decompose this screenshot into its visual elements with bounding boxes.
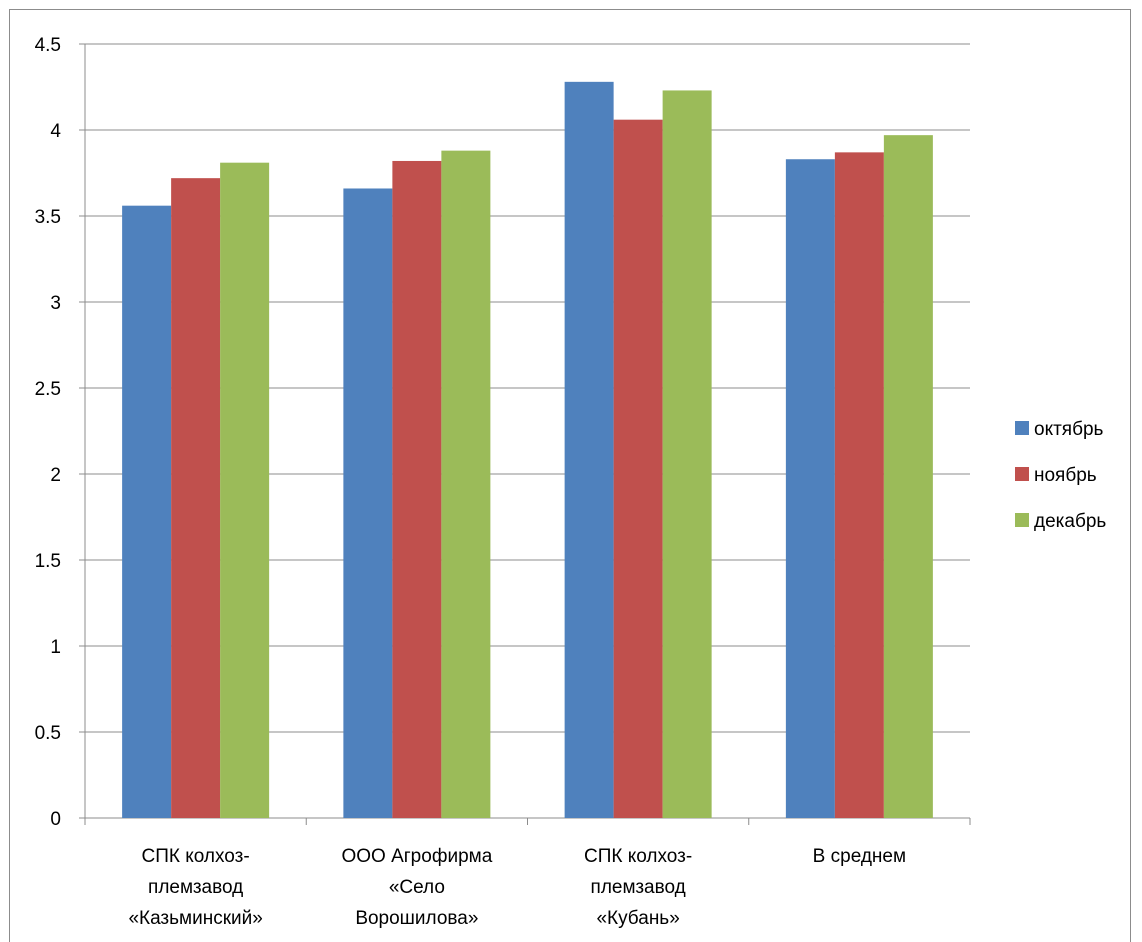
- y-tick-label: 3.5: [35, 207, 61, 228]
- bar-декабрь: [662, 90, 712, 818]
- x-category-label: племзавод: [148, 877, 243, 898]
- y-tick-label: 2.5: [35, 379, 61, 400]
- legend-swatch: [1015, 421, 1029, 435]
- bar-ноябрь: [834, 152, 884, 819]
- x-category-label: СПК колхоз-: [584, 846, 692, 867]
- x-category-label: СПК колхоз-: [142, 846, 250, 867]
- legend-swatch: [1015, 467, 1029, 481]
- y-tick-label: 0: [50, 809, 61, 830]
- x-category-label: «Село: [389, 877, 445, 898]
- bar-октябрь: [343, 188, 393, 819]
- bar-декабрь: [220, 162, 270, 818]
- bar-ноябрь: [392, 160, 442, 818]
- y-tick-label: 1: [50, 637, 61, 658]
- legend-label: октябрь: [1034, 419, 1104, 440]
- bar-декабрь: [883, 135, 933, 818]
- x-category-label: «Кубань»: [596, 908, 679, 929]
- x-category-label: племзавод: [591, 877, 686, 898]
- x-category-label: «Казьминский»: [128, 908, 262, 929]
- x-category-label: В среднем: [813, 846, 906, 867]
- bar-октябрь: [785, 159, 835, 819]
- bar-октябрь: [122, 205, 172, 818]
- y-tick-label: 2: [50, 465, 61, 486]
- bar-октябрь: [564, 81, 614, 819]
- x-category-label: Ворошилова»: [355, 908, 478, 929]
- x-category-label: ООО Агрофирма: [341, 846, 492, 867]
- y-tick-label: 4: [50, 121, 61, 142]
- y-tick-label: 4.5: [35, 35, 61, 56]
- bar-декабрь: [441, 150, 491, 818]
- bar-ноябрь: [171, 178, 221, 818]
- y-tick-label: 0.5: [35, 723, 61, 744]
- y-tick-label: 3: [50, 293, 61, 314]
- legend-label: ноябрь: [1034, 465, 1097, 486]
- legend-swatch: [1015, 513, 1029, 527]
- legend-label: декабрь: [1034, 511, 1106, 532]
- bar-ноябрь: [613, 119, 663, 819]
- y-tick-label: 1.5: [35, 551, 61, 572]
